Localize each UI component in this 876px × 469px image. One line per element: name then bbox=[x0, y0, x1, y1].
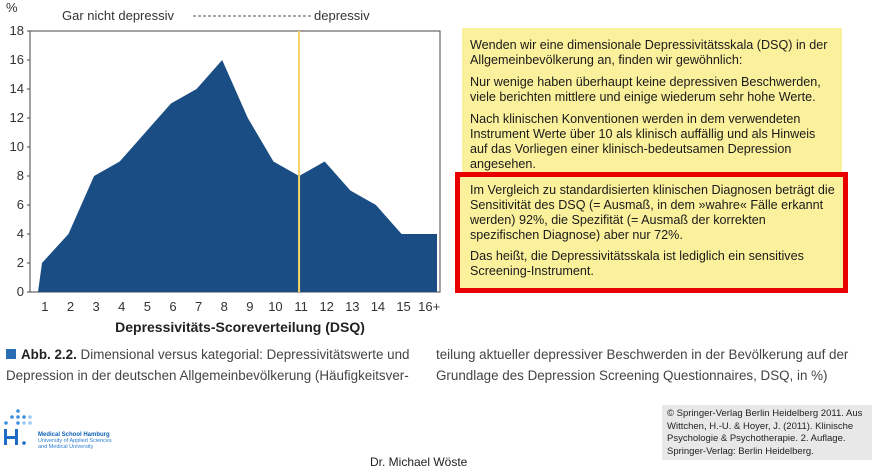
x-tick-label: 10 bbox=[268, 299, 282, 314]
highlight-paragraph-1: Im Vergleich zu standardisierten klinisc… bbox=[470, 183, 835, 242]
x-tick-label: 13 bbox=[345, 299, 359, 314]
x-tick-label: 11 bbox=[294, 299, 308, 314]
caption-right: teilung aktueller depressiver Beschwerde… bbox=[436, 344, 866, 386]
x-tick-label: 5 bbox=[144, 299, 151, 314]
dsq-area-chart: % Gar nicht depressiv depressiv 0 2 4 6 8 10 1… bbox=[6, 0, 441, 335]
y-tick-label: 6 bbox=[17, 197, 24, 212]
x-tick-label: 14 bbox=[371, 299, 385, 314]
top-label-right: depressiv bbox=[314, 8, 370, 23]
x-axis-title: Depressivitäts-Scoreverteilung (DSQ) bbox=[115, 319, 365, 335]
y-tick-label: 10 bbox=[10, 139, 24, 154]
y-tick-label: 0 bbox=[17, 284, 24, 299]
y-tick-label: 12 bbox=[10, 110, 24, 125]
caption-left: Abb. 2.2. Dimensional versus kategorial:… bbox=[6, 344, 426, 386]
x-tick-label: 1 bbox=[41, 299, 48, 314]
y-tick-label: 8 bbox=[17, 168, 24, 183]
x-tick-label: 12 bbox=[319, 299, 333, 314]
x-tick-label: 4 bbox=[118, 299, 125, 314]
info-paragraph-1: Wenden wir eine dimensionale Depressivit… bbox=[470, 38, 828, 67]
y-tick-label: 18 bbox=[10, 23, 24, 38]
figure-marker-icon bbox=[6, 349, 16, 359]
x-tick-label: 9 bbox=[246, 299, 253, 314]
distribution-area bbox=[38, 60, 437, 292]
logo-line-1: Medical School Hamburg bbox=[38, 432, 110, 438]
x-tick-label: 7 bbox=[195, 299, 202, 314]
x-tick-label: 8 bbox=[221, 299, 228, 314]
info-box: Wenden wir eine dimensionale Depressivit… bbox=[462, 28, 842, 180]
caption-left-text: Dimensional versus kategorial: Depressiv… bbox=[6, 347, 410, 383]
y-tick-label: 2 bbox=[17, 255, 24, 270]
x-tick-label: 6 bbox=[169, 299, 176, 314]
info-paragraph-3: Nach klinischen Konventionen werden in d… bbox=[470, 112, 816, 171]
y-tick-label: 4 bbox=[17, 226, 24, 241]
msh-logo-text: Medical School Hamburg University of App… bbox=[38, 432, 112, 450]
info-paragraph-2: Nur wenige haben überhaupt keine depress… bbox=[470, 75, 821, 104]
x-tick-label: 16+ bbox=[418, 299, 440, 314]
y-tick-label: 16 bbox=[10, 52, 24, 67]
caption-figure-label: Abb. 2.2. bbox=[21, 347, 77, 362]
y-axis-unit-label: % bbox=[6, 0, 18, 15]
x-tick-label: 2 bbox=[67, 299, 74, 314]
presenter-name: Dr. Michael Wöste bbox=[370, 455, 468, 469]
copyright-notice: © Springer-Verlag Berlin Heidelberg 2011… bbox=[662, 405, 872, 460]
msh-logo-icon bbox=[4, 409, 32, 445]
logo-line-3: and Medical University bbox=[38, 444, 94, 450]
x-tick-label: 15 bbox=[396, 299, 410, 314]
logo-line-2: University of Applied Sciences bbox=[38, 438, 112, 444]
x-tick-label: 3 bbox=[92, 299, 99, 314]
y-tick-label: 14 bbox=[10, 81, 24, 96]
highlight-box: Im Vergleich zu standardisierten klinisc… bbox=[455, 172, 848, 293]
top-label-left: Gar nicht depressiv bbox=[62, 8, 174, 23]
caption-right-text: teilung aktueller depressiver Beschwerde… bbox=[436, 347, 849, 383]
highlight-paragraph-2: Das heißt, die Depressivitätsskala ist l… bbox=[470, 249, 804, 278]
